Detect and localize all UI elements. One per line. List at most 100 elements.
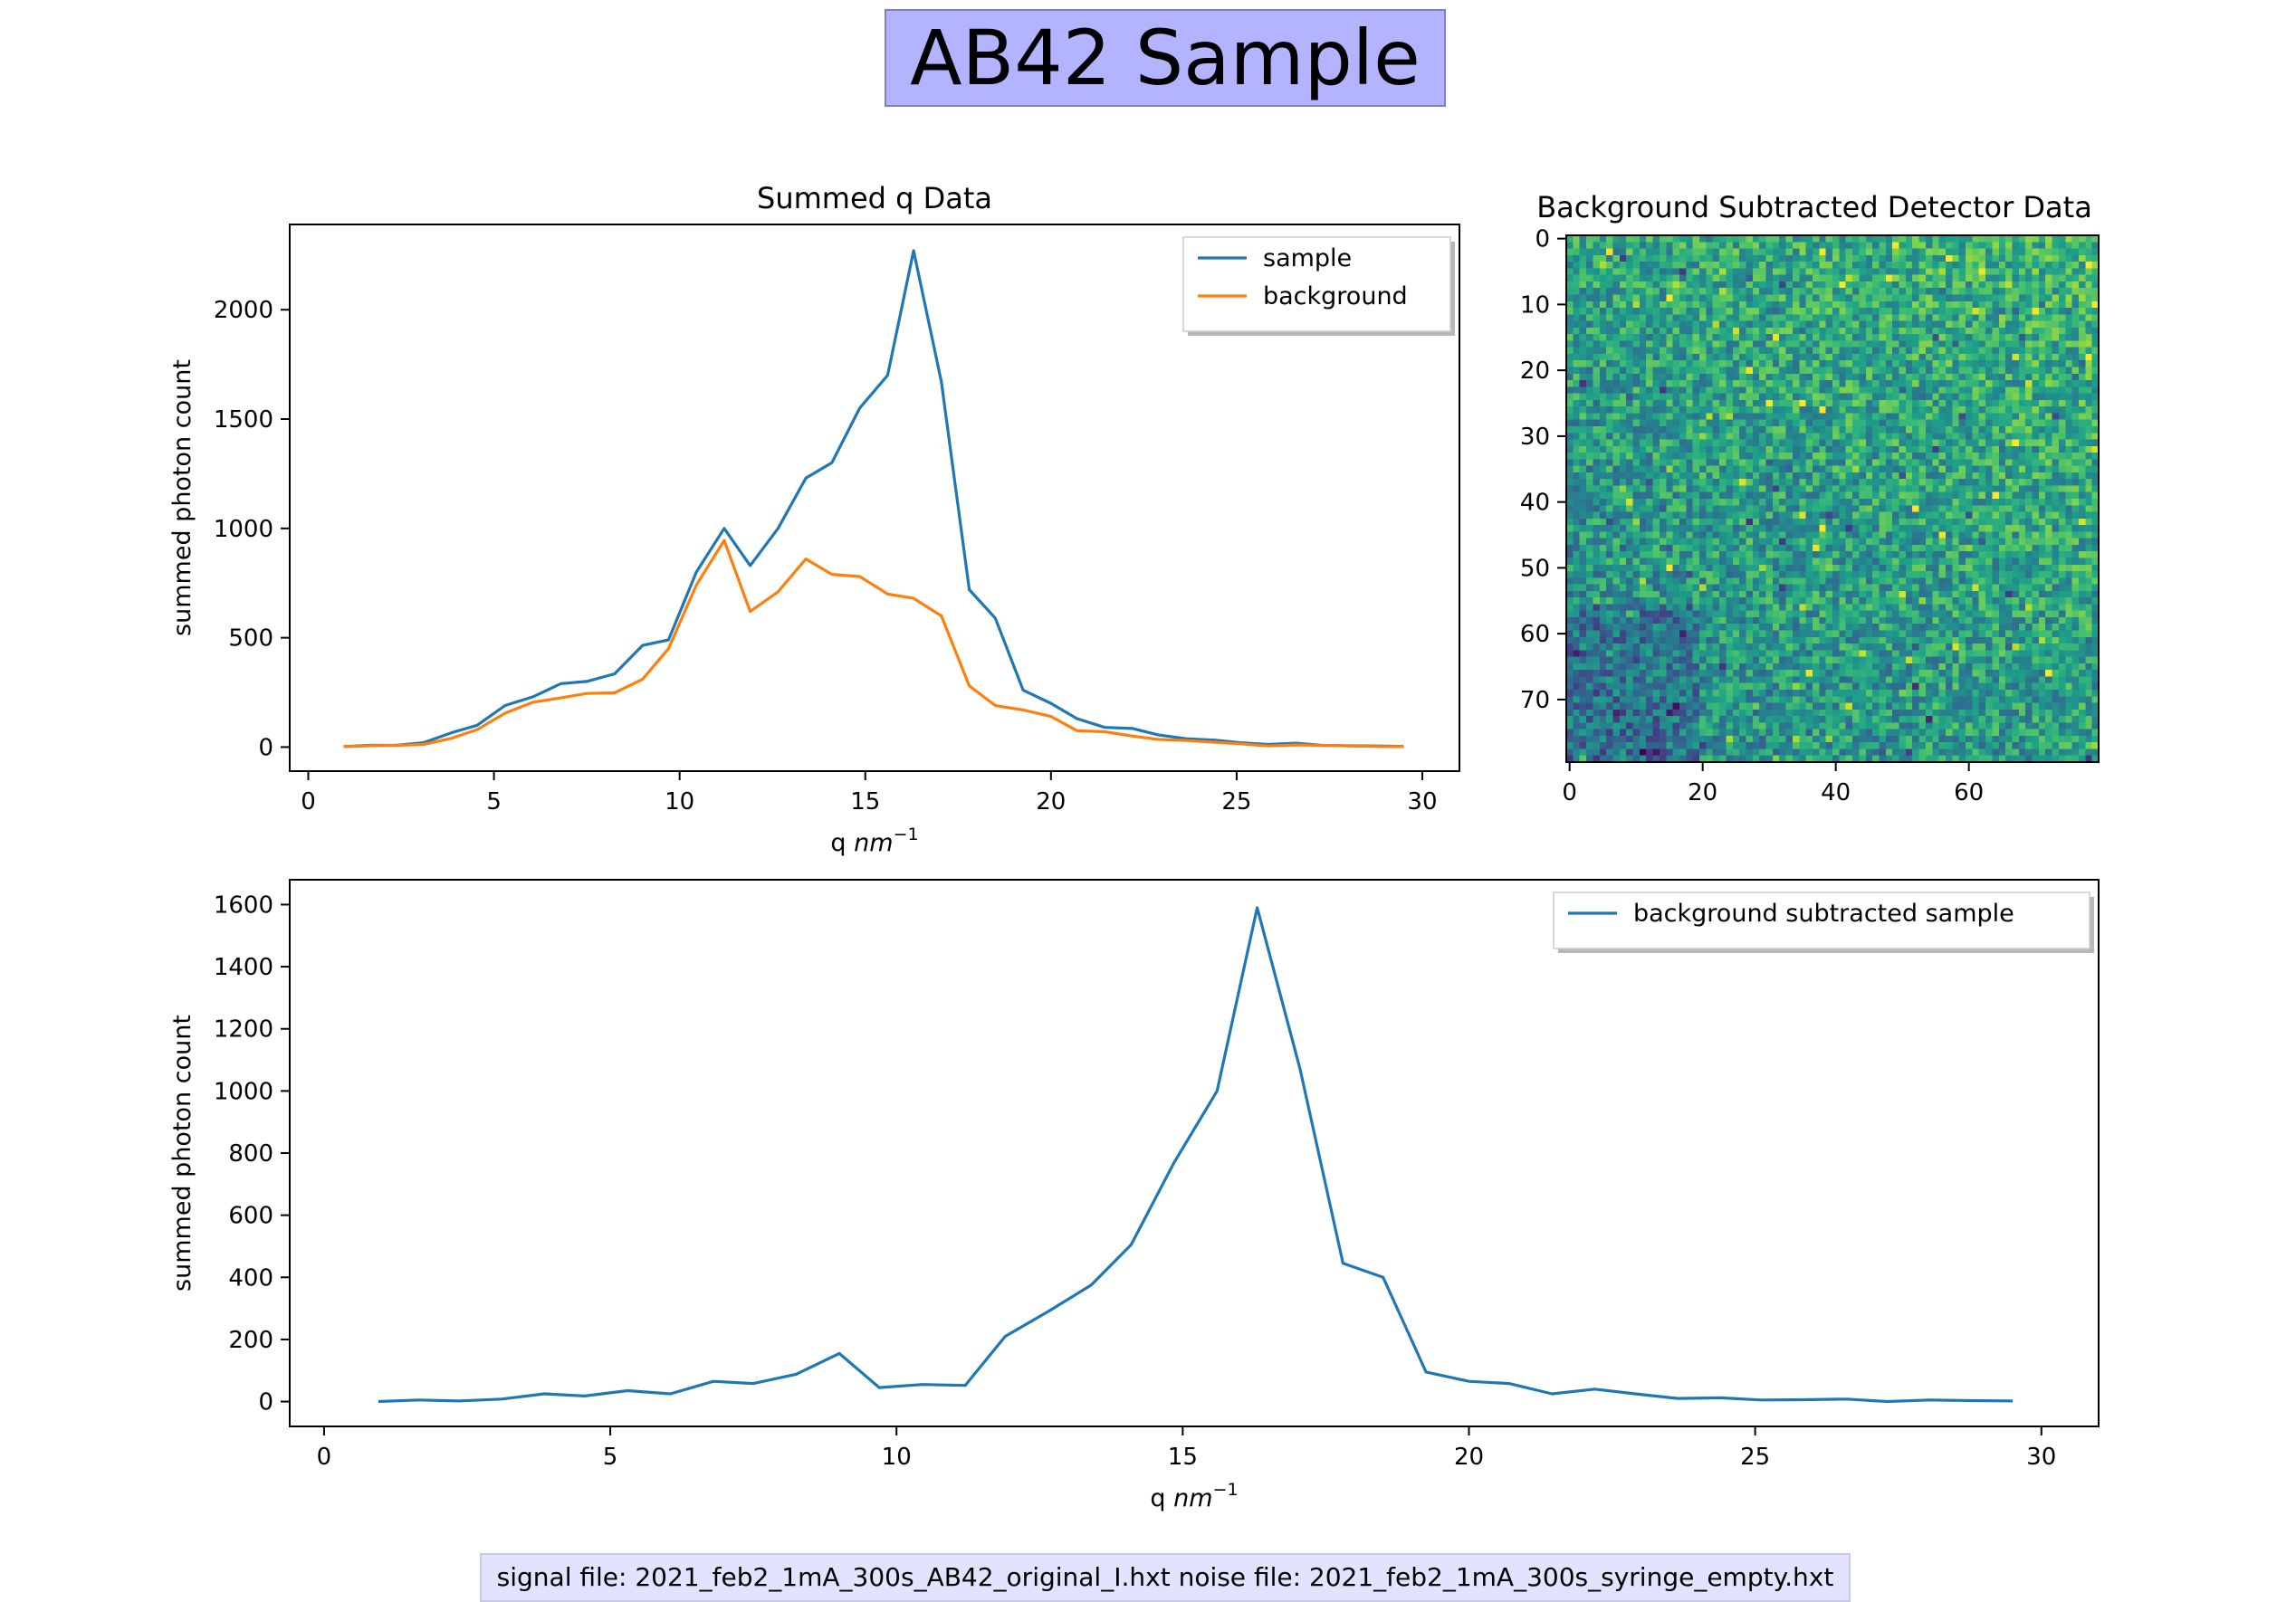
heatmap-cell: [1640, 485, 1647, 492]
heatmap-cell: [1786, 597, 1794, 605]
heatmap-cell: [1626, 380, 1633, 387]
heatmap-cell: [2039, 294, 2046, 301]
heatmap-cell: [1706, 551, 1713, 558]
heatmap-cell: [1666, 348, 1673, 355]
heatmap-cell: [1726, 275, 1733, 282]
heatmap-cell: [2059, 525, 2066, 532]
heatmap-cell: [1852, 631, 1860, 638]
heatmap-cell: [1813, 406, 1820, 414]
heatmap-cell: [1660, 294, 1667, 301]
heatmap-cell: [1733, 604, 1740, 611]
heatmap-cell: [1633, 380, 1641, 387]
heatmap-cell: [1746, 459, 1753, 466]
heatmap-cell: [1952, 433, 1959, 440]
heatmap-cell: [2039, 585, 2046, 592]
heatmap-cell: [1699, 374, 1707, 381]
heatmap-cell: [1693, 624, 1700, 631]
heatmap-cell: [1859, 604, 1866, 611]
heatmap-cell: [1686, 446, 1693, 453]
heatmap-cell: [1686, 314, 1693, 321]
heatmap-cell: [1919, 400, 1927, 407]
heatmap-cell: [1793, 308, 1800, 315]
heatmap-cell: [1939, 531, 1947, 539]
heatmap-cell: [1966, 268, 1973, 275]
heatmap-cell: [1633, 400, 1641, 407]
heatmap-cell: [1985, 637, 1993, 644]
heatmap-cell: [2085, 453, 2092, 460]
heatmap-cell: [2033, 585, 2040, 592]
heatmap-cell: [1679, 321, 1687, 329]
heatmap-cell: [1852, 637, 1860, 644]
heatmap-cell: [1706, 525, 1713, 532]
heatmap-cell: [1826, 360, 1833, 367]
heatmap-cell: [1899, 262, 1907, 269]
heatmap-cell: [1946, 479, 1953, 486]
heatmap-cell: [1666, 512, 1673, 520]
heatmap-cell: [1859, 288, 1866, 295]
heatmap-cell: [1606, 591, 1613, 598]
heatmap-cell: [1699, 328, 1707, 335]
heatmap-cell: [1580, 420, 1587, 427]
heatmap-cell: [1899, 334, 1907, 341]
heatmap-cell: [1566, 591, 1574, 598]
heatmap-cell: [1746, 525, 1753, 532]
heatmap-cell: [1679, 249, 1687, 256]
heatmap-cell: [2045, 466, 2052, 473]
heatmap-cell: [1699, 406, 1707, 414]
heatmap-cell: [2052, 631, 2060, 638]
heatmap-cell: [1939, 249, 1947, 256]
heatmap-cell: [1733, 577, 1740, 585]
heatmap-cell: [2079, 519, 2086, 526]
heatmap-cell: [2045, 472, 2052, 480]
heatmap-cell: [1799, 519, 1806, 526]
heatmap-cell: [1939, 565, 1947, 572]
heatmap-cell: [1646, 348, 1653, 355]
heatmap-cell: [1746, 386, 1753, 394]
heatmap-cell: [1826, 275, 1833, 282]
heatmap-cell: [1919, 479, 1927, 486]
heatmap-cell: [1846, 394, 1853, 401]
heatmap-cell: [1932, 466, 1939, 473]
heatmap-cell: [1992, 294, 1999, 301]
heatmap-cell: [1813, 394, 1820, 401]
heatmap-cell: [2033, 453, 2040, 460]
heatmap-cell: [1826, 591, 1833, 598]
heatmap-cell: [1586, 440, 1593, 447]
heatmap-cell: [1679, 499, 1687, 506]
heatmap-cell: [2065, 380, 2072, 387]
heatmap-cell: [1786, 512, 1794, 520]
heatmap-cell: [2059, 453, 2066, 460]
heatmap-cell: [1813, 604, 1820, 611]
heatmap-cell: [1906, 275, 1913, 282]
heatmap-cell: [1926, 492, 1933, 500]
heatmap-cell: [1633, 585, 1641, 592]
heatmap-cell: [1892, 617, 1899, 625]
heatmap-cell: [1600, 585, 1607, 592]
heatmap-cell: [1626, 301, 1633, 309]
heatmap-cell: [1679, 485, 1687, 492]
heatmap-cell: [2005, 301, 2013, 309]
heatmap-cell: [1766, 360, 1774, 367]
heatmap-cell: [2005, 394, 2013, 401]
heatmap-cell: [2072, 519, 2080, 526]
heatmap-cell: [1773, 386, 1780, 394]
heatmap-cell: [1926, 624, 1933, 631]
heatmap-cell: [1839, 577, 1846, 585]
heatmap-cell: [1686, 453, 1693, 460]
heatmap-cell: [1926, 262, 1933, 269]
heatmap-cell: [1859, 321, 1866, 329]
heatmap-cell: [1859, 420, 1866, 427]
heatmap-cell: [1872, 571, 1880, 578]
heatmap-cell: [1586, 406, 1593, 414]
heatmap-cell: [1653, 288, 1660, 295]
heatmap-cell: [1966, 394, 1973, 401]
heatmap-cell: [1985, 591, 1993, 598]
heatmap-cell: [1759, 235, 1766, 243]
heatmap-cell: [1693, 420, 1700, 427]
heatmap-cell: [1673, 466, 1680, 473]
heatmap-cell: [2079, 340, 2086, 348]
heatmap-cell: [1813, 571, 1820, 578]
heatmap-cell: [2012, 235, 2019, 243]
heatmap-cell: [2085, 565, 2092, 572]
heatmap-cell: [2072, 367, 2080, 375]
